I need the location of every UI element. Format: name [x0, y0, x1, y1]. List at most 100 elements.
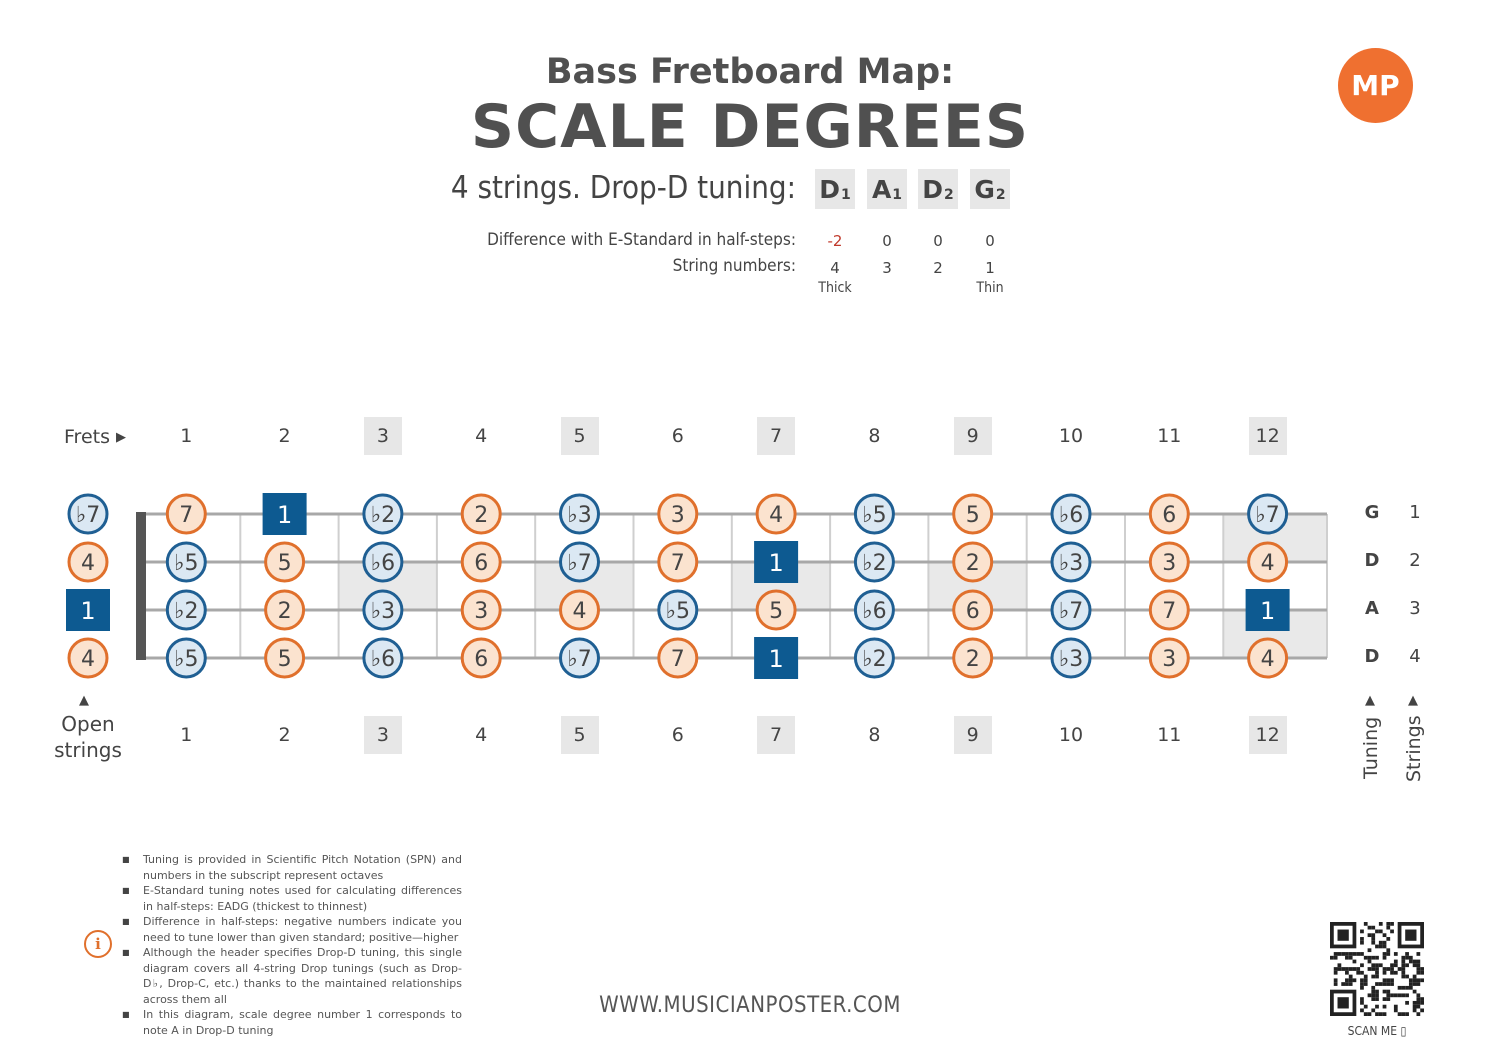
triangle-up-icon: ▲ — [79, 693, 89, 708]
fret-number: 5 — [560, 716, 599, 754]
degree-label: 1 — [80, 597, 95, 625]
root-marker — [754, 541, 799, 583]
qr-module — [1393, 970, 1398, 975]
website-link[interactable]: WWW.MUSICIANPOSTER.COM — [599, 993, 901, 1018]
qr-module — [1412, 963, 1417, 968]
qr-module — [1382, 967, 1387, 971]
qr-module — [1360, 929, 1364, 934]
qr-module — [1408, 982, 1413, 986]
qr-module — [1386, 967, 1391, 971]
fret-number: 12 — [1248, 417, 1287, 455]
degree-label: ♭7 — [567, 647, 591, 672]
string-number-label: 3 — [1409, 598, 1421, 619]
natural-degree-marker — [657, 637, 699, 679]
qr-module — [1356, 952, 1361, 956]
root-marker — [262, 493, 307, 535]
fret-number: 9 — [953, 417, 992, 455]
degree-label: 4 — [1261, 647, 1275, 672]
qr-module — [1345, 978, 1349, 983]
degree-label: 4 — [81, 551, 95, 576]
qr-module — [1371, 967, 1376, 971]
degree-label: ♭7 — [567, 551, 591, 576]
degree-label: 6 — [474, 647, 488, 672]
qr-module — [1405, 985, 1409, 990]
qr-module — [1401, 974, 1406, 979]
phone-icon: ▯ — [1400, 1024, 1407, 1038]
qr-module — [1416, 978, 1421, 983]
qr-module — [1378, 982, 1383, 986]
qr-module — [1348, 978, 1353, 983]
natural-degree-marker — [952, 493, 994, 535]
qr-module — [1390, 982, 1394, 986]
degree-label: 7 — [179, 503, 193, 528]
nut — [136, 512, 146, 660]
qr-module — [1337, 952, 1342, 956]
qr-code[interactable] — [1330, 922, 1424, 1016]
qr-module — [1371, 937, 1376, 941]
flat-degree-marker — [1050, 637, 1092, 679]
degree-label: ♭7 — [76, 503, 100, 528]
qr-module — [1401, 985, 1406, 990]
qr-module — [1371, 925, 1376, 930]
degree-label: 4 — [573, 599, 587, 624]
degree-label: 1 — [768, 549, 783, 577]
flat-degree-marker — [559, 541, 600, 583]
degree-label: ♭5 — [862, 503, 886, 528]
string-number-value: 2 — [933, 259, 943, 277]
qr-module — [1408, 959, 1413, 964]
qr-module — [1345, 952, 1349, 956]
fret-number: 5 — [560, 417, 599, 455]
degree-label: 3 — [671, 503, 685, 528]
flat-degree-marker — [67, 493, 109, 535]
flat-degree-marker — [362, 637, 404, 679]
qr-module — [1356, 970, 1361, 975]
qr-module — [1348, 967, 1353, 971]
qr-module — [1390, 922, 1394, 926]
qr-module — [1412, 959, 1417, 964]
qr-module — [1393, 993, 1398, 998]
flat-degree-marker — [1247, 493, 1289, 535]
natural-degree-marker — [460, 493, 502, 535]
fret-number: 7 — [757, 716, 796, 754]
qr-module — [1341, 967, 1346, 971]
qr-module — [1363, 978, 1368, 983]
natural-degree-marker — [755, 589, 797, 631]
qr-module — [1341, 952, 1346, 956]
fret-number: 4 — [475, 724, 488, 746]
qr-module — [1360, 978, 1364, 983]
fret-number: 6 — [671, 724, 684, 746]
degree-label: 1 — [277, 501, 292, 529]
qr-module — [1412, 982, 1417, 986]
qr-module — [1390, 970, 1394, 975]
qr-module — [1367, 993, 1372, 998]
natural-degree-marker — [264, 637, 306, 679]
qr-module — [1401, 963, 1406, 968]
qr-module — [1352, 978, 1357, 983]
qr-module — [1386, 978, 1391, 983]
natural-degree-marker — [657, 541, 699, 583]
qr-module — [1405, 993, 1409, 998]
qr-module — [1393, 1008, 1398, 1013]
degree-label: 3 — [474, 599, 488, 624]
qr-module — [1367, 959, 1372, 964]
brand-logo[interactable]: MP — [1338, 48, 1413, 123]
degree-label: ♭2 — [862, 551, 886, 576]
qr-module — [1333, 967, 1338, 971]
qr-module — [1367, 1012, 1372, 1016]
qr-module — [1333, 978, 1338, 983]
tuning-axis-label: Tuning — [1360, 716, 1382, 779]
qr-module — [1360, 1000, 1364, 1005]
qr-module — [1371, 989, 1376, 994]
triangle-up-icon: ▲ — [1365, 693, 1375, 708]
fret-number: 8 — [868, 425, 881, 447]
qr-module — [1408, 985, 1413, 990]
natural-degree-marker — [1148, 493, 1190, 535]
qr-module — [1360, 997, 1364, 1001]
qr-module — [1378, 940, 1383, 945]
qr-module — [1401, 993, 1406, 998]
qr-module — [1375, 1012, 1379, 1016]
qr-module — [1333, 970, 1338, 975]
degree-label: 4 — [81, 647, 95, 672]
qr-module — [1378, 1012, 1383, 1016]
